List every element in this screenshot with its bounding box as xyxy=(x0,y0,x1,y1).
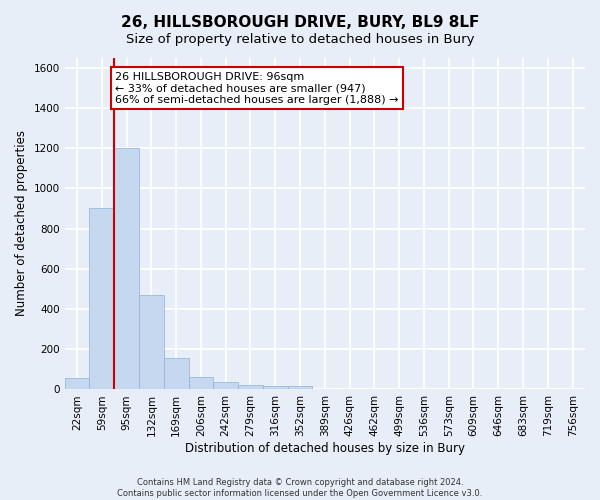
Bar xyxy=(114,148,139,390)
X-axis label: Distribution of detached houses by size in Bury: Distribution of detached houses by size … xyxy=(185,442,465,455)
Bar xyxy=(139,295,164,390)
Text: 26 HILLSBOROUGH DRIVE: 96sqm
← 33% of detached houses are smaller (947)
66% of s: 26 HILLSBOROUGH DRIVE: 96sqm ← 33% of de… xyxy=(115,72,399,105)
Bar xyxy=(214,382,238,390)
Bar xyxy=(287,386,313,390)
Bar xyxy=(65,378,89,390)
Y-axis label: Number of detached properties: Number of detached properties xyxy=(15,130,28,316)
Bar xyxy=(89,208,114,390)
Bar xyxy=(238,386,263,390)
Text: 26, HILLSBOROUGH DRIVE, BURY, BL9 8LF: 26, HILLSBOROUGH DRIVE, BURY, BL9 8LF xyxy=(121,15,479,30)
Text: Contains HM Land Registry data © Crown copyright and database right 2024.
Contai: Contains HM Land Registry data © Crown c… xyxy=(118,478,482,498)
Bar xyxy=(263,386,287,390)
Bar xyxy=(188,378,214,390)
Bar xyxy=(164,358,188,390)
Text: Size of property relative to detached houses in Bury: Size of property relative to detached ho… xyxy=(126,32,474,46)
